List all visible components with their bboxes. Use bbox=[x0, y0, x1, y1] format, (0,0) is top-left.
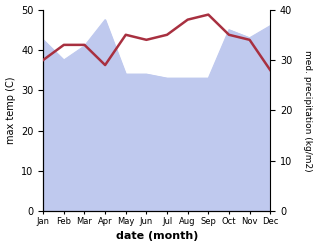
X-axis label: date (month): date (month) bbox=[115, 231, 198, 242]
Y-axis label: max temp (C): max temp (C) bbox=[5, 77, 16, 144]
Y-axis label: med. precipitation (kg/m2): med. precipitation (kg/m2) bbox=[303, 50, 313, 171]
